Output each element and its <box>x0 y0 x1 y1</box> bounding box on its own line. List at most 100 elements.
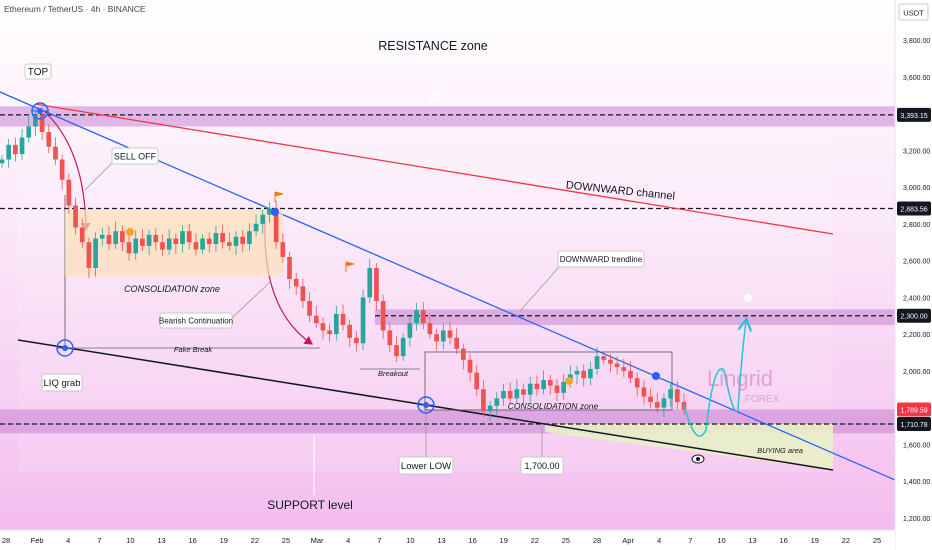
candle-body <box>427 323 433 335</box>
price-axis[interactable] <box>895 0 932 550</box>
candle-body <box>153 234 159 243</box>
eye-icon-pupil <box>696 457 700 461</box>
candle-body <box>601 356 607 360</box>
x-tick-label: 7 <box>97 536 101 545</box>
candle-body <box>99 234 105 239</box>
x-tick-label: 28 <box>2 536 10 545</box>
candle-body <box>354 337 359 344</box>
sell-off-connector <box>84 159 116 191</box>
x-tick-label: 13 <box>157 536 165 545</box>
liq-grab-box <box>41 373 83 392</box>
x-tick-label: Feb <box>31 536 44 545</box>
x-tick-label: 25 <box>282 536 290 545</box>
x-tick-label: Apr <box>622 536 634 545</box>
candle-body <box>19 137 25 155</box>
candle-body <box>93 238 98 268</box>
candle-body <box>46 131 52 147</box>
currency-label: USDT <box>903 9 924 18</box>
candle-body <box>621 367 627 371</box>
candle-body <box>200 238 205 250</box>
candle-body <box>120 231 125 243</box>
watermark-brand: Lingrid <box>707 366 773 391</box>
x-tick-label: 22 <box>531 536 539 545</box>
sell-off-label: SELL OFF <box>114 152 157 162</box>
candle-body <box>293 278 299 287</box>
candle-body <box>648 396 653 403</box>
x-tick-label: 22 <box>251 536 259 545</box>
level-1700-box <box>520 456 564 475</box>
consolidation-box-2 <box>424 351 673 411</box>
candle-body <box>13 144 18 155</box>
candle-body <box>73 205 78 228</box>
candle-body <box>514 389 520 399</box>
candle-body <box>561 381 566 393</box>
candle-body <box>86 242 92 268</box>
time-axis[interactable] <box>0 530 895 550</box>
y-tick-label: 3,200.00 <box>903 148 930 155</box>
x-tick-label: 13 <box>748 536 756 545</box>
top-label: TOP <box>28 67 49 78</box>
candle-body <box>287 256 292 279</box>
y-tick-label: 2,600.00 <box>903 259 930 266</box>
currency-box[interactable] <box>898 3 929 21</box>
price-zone-band <box>375 309 895 325</box>
top-label-box <box>24 63 52 80</box>
x-tick-label: Mar <box>311 536 324 545</box>
candle-body <box>574 370 580 375</box>
fake-break-label: Fake Break <box>174 345 214 354</box>
alert-icon <box>744 294 752 302</box>
price-label-box <box>897 201 931 216</box>
downward-channel-line <box>34 103 834 235</box>
trend-touch-dot <box>652 372 660 380</box>
candle-body <box>400 337 406 357</box>
candle-body <box>387 330 393 346</box>
candle-body <box>487 405 493 412</box>
candle-body <box>160 242 165 250</box>
resistance-zone-label: RESISTANCE zone <box>378 39 488 53</box>
candle-body <box>521 389 526 395</box>
price-label-box <box>897 417 931 431</box>
candle-body <box>206 238 212 245</box>
candle-body <box>588 369 593 379</box>
x-tick-label: 7 <box>377 536 381 545</box>
candle-body <box>126 242 132 254</box>
candle-body <box>501 391 506 399</box>
downward-trendline-box <box>557 250 645 268</box>
candle-body <box>220 233 225 243</box>
candle-body <box>66 179 72 206</box>
candle-body <box>668 389 673 399</box>
x-tick-label: 22 <box>842 536 850 545</box>
candle-body <box>481 389 486 412</box>
alert-icon <box>430 93 440 103</box>
candle-body <box>547 380 553 386</box>
candle-body <box>367 267 373 298</box>
price-label-box <box>897 402 931 417</box>
y-tick-label: 2,000.00 <box>903 369 930 376</box>
candle-body <box>240 236 246 245</box>
candle-body <box>608 359 613 364</box>
candle-body <box>267 208 272 215</box>
y-tick-label: 3,800.00 <box>903 38 930 45</box>
candle-body <box>594 356 600 370</box>
candle-body <box>186 231 192 243</box>
x-tick-label: 16 <box>188 536 196 545</box>
candle-body <box>53 146 58 160</box>
candle-body <box>173 238 179 245</box>
price-label: 1,710.78 <box>900 422 927 429</box>
x-tick-label: 4 <box>346 536 350 545</box>
x-tick-label: 19 <box>811 536 819 545</box>
candle-body <box>180 231 185 245</box>
candle-body <box>0 159 5 164</box>
candle-body <box>414 310 419 324</box>
y-tick-label: 3,000.00 <box>903 185 930 192</box>
flag-icon <box>345 261 355 272</box>
watermark-sub: FOREX <box>745 394 780 405</box>
candle-body <box>634 378 640 388</box>
candle-body <box>347 324 353 338</box>
price-label: 3,393.15 <box>900 113 927 120</box>
candle-body <box>333 313 339 335</box>
candle-body <box>394 345 399 357</box>
candle-body <box>140 238 145 246</box>
candle-body <box>313 315 319 324</box>
